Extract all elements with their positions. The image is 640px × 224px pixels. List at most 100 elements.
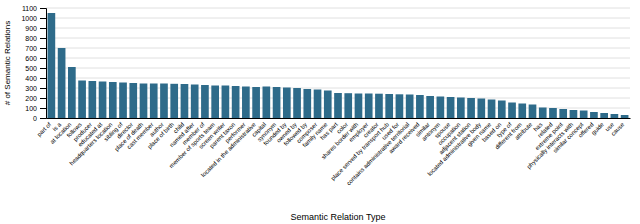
- bar: [160, 84, 168, 119]
- bar: [170, 84, 178, 118]
- bar: [406, 95, 414, 119]
- tick: 700: [25, 45, 46, 52]
- bar: [344, 93, 352, 118]
- bar: [129, 83, 137, 118]
- bar: [355, 94, 363, 119]
- tick: part of: [36, 121, 53, 138]
- tick-label: award received: [388, 121, 421, 154]
- tick-label: 1000: [21, 15, 37, 22]
- bar: [570, 110, 578, 118]
- tick: 100: [25, 105, 46, 112]
- bar: [549, 108, 557, 118]
- bar: [191, 85, 199, 119]
- y-axis-title: # of Semantic Relations: [3, 21, 12, 106]
- tick: 1000: [21, 15, 46, 22]
- tick-mark: [40, 18, 46, 19]
- tick-label: contains administrative territorial: [345, 121, 410, 186]
- bar: [334, 93, 342, 118]
- bar: [88, 81, 96, 118]
- tick-label: located administrative body: [426, 121, 482, 177]
- tick-label: 1100: [22, 5, 37, 12]
- bar: [375, 94, 383, 118]
- tick: 500: [25, 65, 46, 72]
- tick-label: 200: [25, 95, 37, 102]
- grid-line: [46, 38, 630, 39]
- bar: [293, 88, 301, 118]
- bar: [539, 108, 547, 119]
- tick-label: attribute: [514, 121, 534, 141]
- bar: [488, 100, 496, 119]
- tick-mark: [40, 118, 46, 119]
- bar: [611, 114, 619, 118]
- bar: [314, 90, 322, 119]
- tick: 600: [25, 55, 46, 62]
- bar: [140, 84, 148, 119]
- tick-label: part of: [36, 121, 53, 138]
- x-axis: part ofis aat locationfollowsproduceredu…: [36, 119, 631, 187]
- tick-label: 100: [25, 105, 37, 112]
- bar: [48, 13, 56, 118]
- bar: [68, 67, 76, 118]
- bar: [559, 109, 567, 118]
- y-axis: 010020030040050060070080090010001100: [21, 5, 46, 122]
- bar: [385, 94, 393, 118]
- bar: [590, 112, 598, 118]
- tick-mark: [40, 88, 46, 89]
- bar: [119, 83, 127, 119]
- plot: 010020030040050060070080090010001100part…: [21, 5, 630, 187]
- grid-line: [46, 68, 630, 69]
- tick: located administrative body: [426, 121, 482, 177]
- tick-label: 600: [25, 55, 37, 62]
- bar: [283, 88, 291, 119]
- tick: 0: [33, 115, 46, 122]
- bar: [58, 48, 66, 118]
- tick: 900: [25, 25, 46, 32]
- bar: [600, 113, 608, 118]
- grid-line: [46, 18, 630, 19]
- bar: [232, 86, 240, 118]
- bar: [477, 99, 485, 119]
- bar: [529, 105, 537, 119]
- bar: [273, 87, 281, 118]
- grid-line: [46, 8, 630, 9]
- bar: [303, 89, 311, 118]
- bar: [416, 95, 424, 118]
- bar: [621, 115, 629, 118]
- bar: [396, 94, 404, 118]
- grid-line: [46, 78, 630, 79]
- tick-label: 500: [25, 65, 37, 72]
- tick: cause: [610, 121, 626, 137]
- bar: [150, 84, 158, 119]
- tick-label: 800: [25, 35, 37, 42]
- tick: contains administrative territorial: [345, 121, 410, 186]
- grid-line: [46, 28, 630, 29]
- bar: [437, 97, 445, 119]
- bar: [222, 86, 230, 119]
- tick: attribute: [514, 121, 534, 141]
- tick-label: 300: [25, 85, 37, 92]
- x-axis-title: Semantic Relation Type: [291, 212, 386, 222]
- tick-label: physically interacts with: [526, 121, 575, 170]
- tick-mark: [40, 58, 46, 59]
- tick: 300: [25, 85, 46, 92]
- bar: [365, 94, 373, 119]
- tick: 800: [25, 35, 46, 42]
- bar: [324, 91, 332, 119]
- tick-mark: [40, 28, 46, 29]
- tick-label: cause: [610, 121, 626, 137]
- tick: located in the administrative: [200, 121, 257, 178]
- tick: headquarters location: [69, 121, 114, 166]
- bar: [78, 81, 86, 119]
- grid: [46, 8, 630, 118]
- bar: [109, 82, 117, 118]
- bar: [201, 85, 209, 118]
- tick-mark: [40, 78, 46, 79]
- tick-mark: [40, 48, 46, 49]
- bar: [498, 101, 506, 119]
- tick-label: headquarters location: [69, 121, 114, 166]
- tick-mark: [40, 8, 46, 9]
- chart: 010020030040050060070080090010001100part…: [0, 0, 640, 224]
- bar: [457, 98, 465, 119]
- tick-label: 0: [33, 115, 37, 122]
- tick-mark: [40, 98, 46, 99]
